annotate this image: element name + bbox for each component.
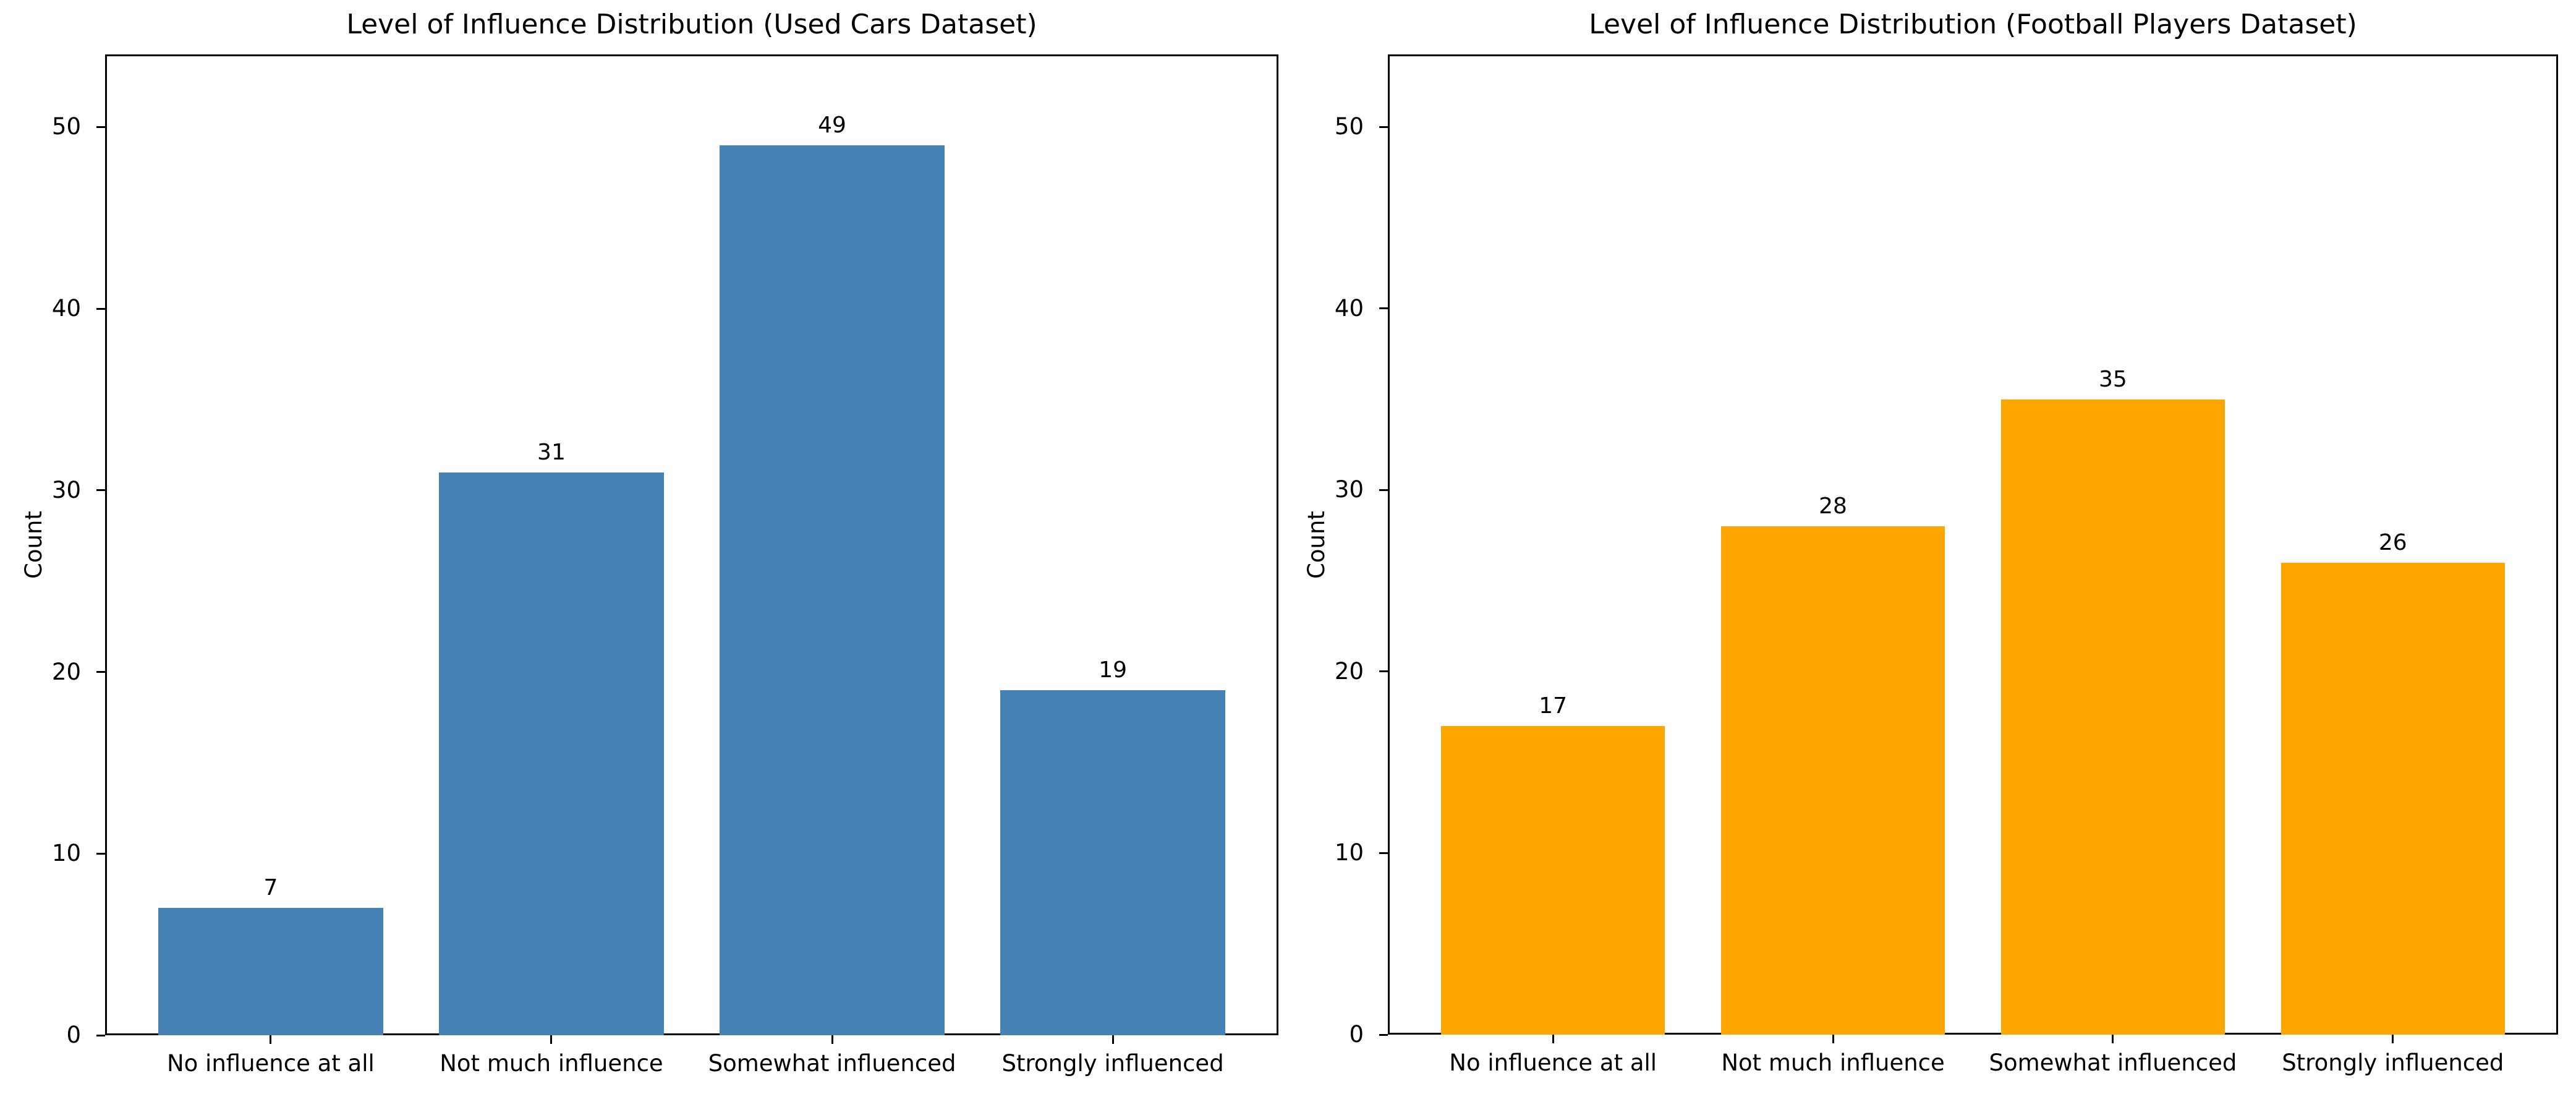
bar bbox=[2000, 399, 2225, 1035]
y-tick-label: 30 bbox=[1334, 476, 1364, 503]
x-tick bbox=[2392, 1035, 2394, 1043]
y-tick-label: 40 bbox=[1334, 294, 1364, 322]
y-tick-label: 20 bbox=[51, 658, 81, 685]
x-tick bbox=[1552, 1035, 1554, 1043]
y-tick bbox=[1379, 307, 1388, 310]
bar bbox=[1000, 690, 1225, 1035]
y-tick-label: 30 bbox=[51, 476, 81, 503]
bar-value-label: 17 bbox=[1539, 693, 1568, 719]
bar bbox=[1441, 726, 1665, 1035]
x-tick-label: Somewhat influenced bbox=[1989, 1049, 2237, 1076]
x-tick-label: Strongly influenced bbox=[2282, 1049, 2504, 1076]
chart-title-football-players: Level of Influence Distribution (Footbal… bbox=[1589, 9, 2357, 40]
y-tick bbox=[96, 307, 105, 310]
x-tick bbox=[550, 1035, 553, 1044]
bar-value-label: 49 bbox=[818, 112, 846, 138]
y-tick bbox=[96, 671, 105, 673]
y-tick-label: 0 bbox=[1349, 1021, 1364, 1048]
y-tick bbox=[96, 126, 105, 128]
y-tick-label: 50 bbox=[51, 113, 81, 140]
y-tick bbox=[1379, 670, 1388, 673]
y-tick bbox=[96, 489, 105, 492]
y-tick bbox=[1379, 852, 1388, 854]
bar-value-label: 31 bbox=[537, 439, 566, 465]
y-tick bbox=[96, 852, 105, 855]
x-tick bbox=[270, 1035, 272, 1044]
bar bbox=[1720, 526, 1945, 1035]
bar-value-label: 35 bbox=[2099, 366, 2127, 392]
bar bbox=[158, 908, 383, 1035]
bar bbox=[720, 145, 945, 1035]
chart-title-used-cars: Level of Influence Distribution (Used Ca… bbox=[346, 9, 1037, 40]
bar bbox=[2281, 562, 2505, 1035]
y-tick bbox=[1379, 1033, 1388, 1036]
bar-value-label: 19 bbox=[1099, 657, 1127, 683]
y-tick bbox=[1379, 489, 1388, 491]
x-tick bbox=[831, 1035, 833, 1044]
x-tick bbox=[1112, 1035, 1114, 1044]
x-tick-label: Not much influence bbox=[1721, 1049, 1945, 1076]
x-tick-label: No influence at all bbox=[1449, 1049, 1657, 1076]
x-tick-label: Not much influence bbox=[440, 1050, 663, 1077]
y-tick bbox=[96, 1034, 105, 1036]
bar bbox=[439, 472, 664, 1035]
y-tick-label: 0 bbox=[66, 1022, 81, 1048]
x-tick-label: Strongly influenced bbox=[1001, 1050, 1224, 1077]
y-tick-label: 40 bbox=[51, 295, 81, 322]
y-tick-label: 50 bbox=[1334, 113, 1364, 140]
y-tick-label: 20 bbox=[1334, 657, 1364, 685]
x-tick-label: Somewhat influenced bbox=[708, 1050, 956, 1077]
y-tick-label: 10 bbox=[1334, 839, 1364, 866]
bar-value-label: 7 bbox=[263, 875, 278, 901]
y-tick bbox=[1379, 126, 1388, 128]
y-tick-label: 10 bbox=[51, 840, 81, 867]
bar-value-label: 26 bbox=[2378, 529, 2407, 555]
x-tick bbox=[2112, 1035, 2114, 1043]
bar-value-label: 28 bbox=[1819, 494, 1847, 519]
x-tick bbox=[1832, 1035, 1834, 1043]
y-axis-label: Count bbox=[1303, 510, 1330, 579]
x-tick-label: No influence at all bbox=[166, 1050, 375, 1077]
